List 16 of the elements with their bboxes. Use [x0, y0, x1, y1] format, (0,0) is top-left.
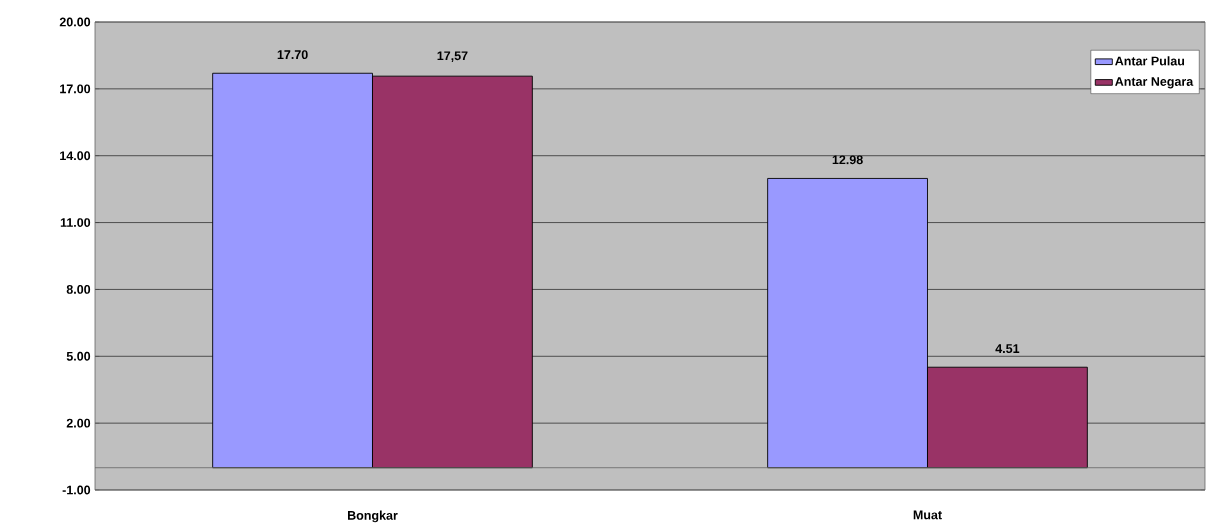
data-label: 17,57: [437, 51, 468, 62]
legend-label: Antar Negara: [1115, 77, 1194, 89]
legend-label: Antar Pulau: [1115, 56, 1185, 66]
y-tick-label: 8.00: [66, 285, 91, 294]
y-tick-label: -1.00: [62, 485, 91, 495]
y-tick-label: 20.00: [59, 17, 91, 27]
data-label: 12.98: [832, 155, 863, 165]
y-tick-label: 14.00: [60, 151, 91, 161]
data-label: 4.51: [995, 344, 1020, 354]
y-tick-label: 17.00: [60, 84, 91, 94]
data-label: 17.70: [277, 50, 308, 60]
x-tick-label: Muat: [913, 510, 942, 520]
x-tick-label: Bongkar: [347, 510, 398, 523]
y-tick-label: 11.00: [60, 218, 91, 227]
y-tick-label: 5.00: [66, 351, 91, 361]
y-tick-label: 2.00: [66, 418, 91, 428]
